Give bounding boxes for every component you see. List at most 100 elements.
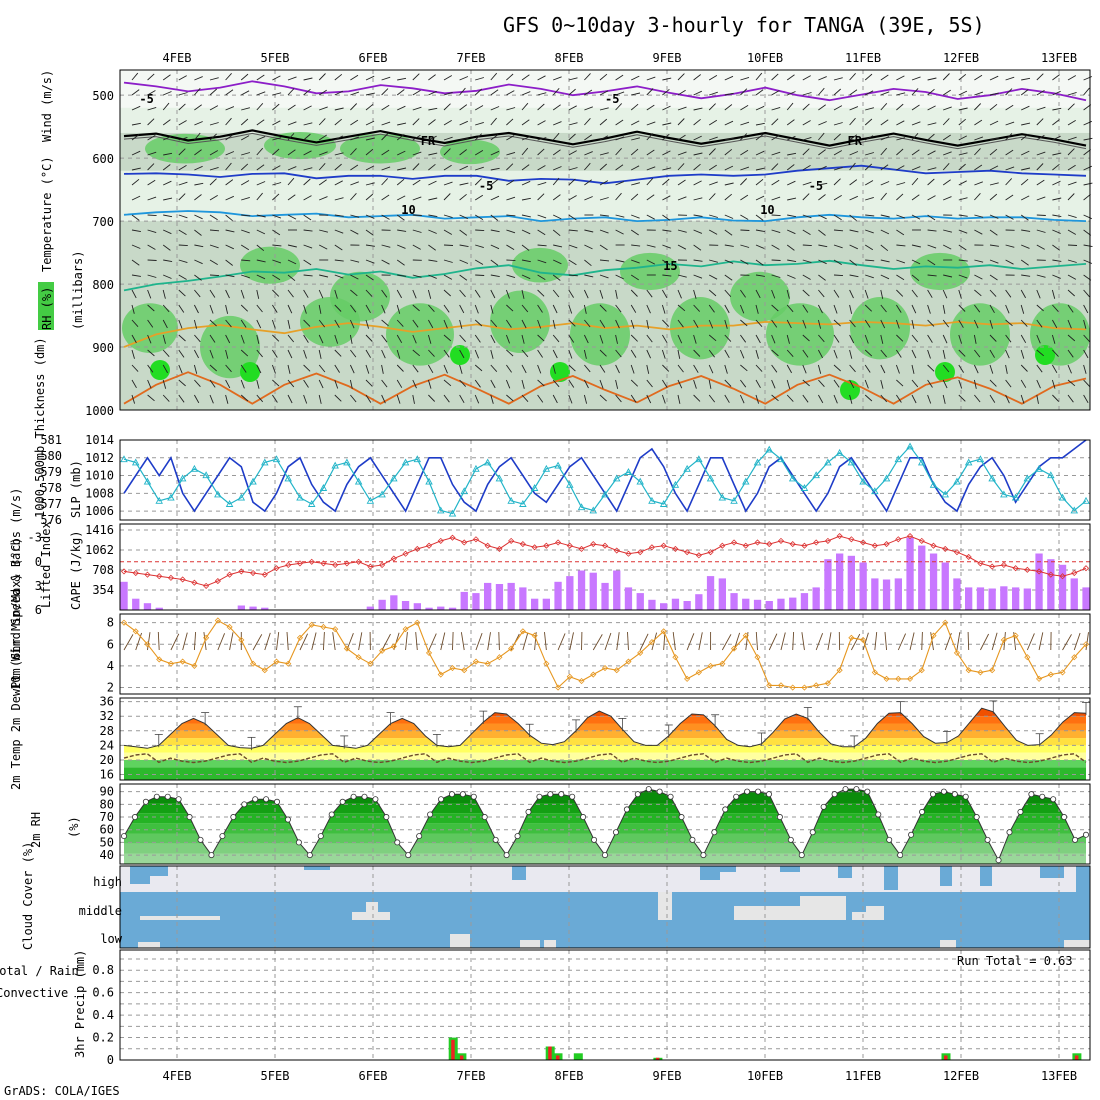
wind-barb bbox=[318, 364, 326, 373]
wind-barb bbox=[708, 229, 718, 235]
wind10-barb bbox=[801, 632, 805, 651]
wind-barb bbox=[475, 166, 484, 171]
wind-barb bbox=[693, 118, 701, 126]
cape-bar bbox=[706, 576, 715, 610]
wind-barb bbox=[1005, 214, 1014, 220]
wind-barb bbox=[864, 135, 874, 141]
thickness-marker bbox=[871, 487, 879, 495]
wind-barb bbox=[662, 334, 668, 343]
wind10-barb bbox=[299, 633, 309, 651]
wind-barb bbox=[225, 117, 232, 126]
wind-barb bbox=[599, 244, 608, 251]
rh-moist-patch bbox=[570, 303, 630, 366]
wind-barb bbox=[178, 165, 187, 171]
wind-barb bbox=[381, 88, 389, 96]
wind-barb bbox=[584, 274, 594, 278]
wind-barb bbox=[396, 334, 403, 344]
cape-bar bbox=[589, 572, 597, 610]
wind-barb bbox=[958, 274, 968, 279]
wind-barb bbox=[568, 244, 578, 249]
wind-barb bbox=[1036, 319, 1043, 328]
wind-barb bbox=[147, 73, 155, 81]
lifted-index-marker bbox=[836, 532, 843, 540]
wind-barb bbox=[661, 349, 666, 359]
wind-barb bbox=[864, 244, 874, 251]
cape-bar bbox=[554, 581, 562, 610]
cape-bar bbox=[542, 598, 550, 610]
wind-barb bbox=[693, 334, 697, 344]
wind-barb bbox=[864, 364, 871, 373]
lifted-index-marker bbox=[367, 563, 374, 570]
slp-line bbox=[123, 439, 1087, 513]
wind-barb bbox=[365, 75, 375, 81]
cape-ytick: 708 bbox=[92, 563, 114, 577]
wind-barb bbox=[490, 379, 496, 389]
wind-barb bbox=[1083, 334, 1090, 343]
wind10-barb bbox=[544, 632, 547, 651]
isotherm-line bbox=[123, 371, 1087, 405]
wind-barb bbox=[474, 150, 484, 156]
wind-barb bbox=[973, 319, 979, 329]
wind-barb bbox=[896, 289, 904, 297]
cape-bar bbox=[1035, 553, 1043, 610]
wind-barb bbox=[318, 379, 324, 389]
wind-barb bbox=[163, 152, 173, 156]
wind-barb bbox=[428, 364, 434, 374]
wind-barb bbox=[662, 244, 671, 249]
wind-barb bbox=[677, 349, 681, 359]
wind-barb bbox=[662, 379, 668, 388]
rh-ytick: 90 bbox=[100, 785, 114, 799]
lifted-index-marker bbox=[613, 547, 620, 554]
wind-barb bbox=[318, 319, 326, 328]
thickness-ytick: 579 bbox=[40, 465, 62, 479]
wind10-barb bbox=[792, 631, 795, 651]
wind-barb bbox=[739, 349, 745, 359]
rh-marker bbox=[186, 814, 193, 821]
wind-barb bbox=[646, 104, 655, 111]
wind-barb bbox=[272, 75, 281, 81]
wind-barb bbox=[880, 164, 889, 171]
wind-barb bbox=[631, 259, 640, 264]
wind-barb bbox=[1052, 274, 1061, 279]
rh-ytick: 70 bbox=[100, 810, 114, 824]
wind-barb bbox=[943, 106, 952, 111]
rh-marker bbox=[908, 831, 915, 838]
isotherm-line bbox=[123, 259, 1087, 292]
rh-marker bbox=[744, 788, 751, 795]
wind-barb bbox=[240, 319, 247, 328]
wind-barb bbox=[942, 334, 948, 344]
wind-barb bbox=[131, 89, 140, 96]
top-date-label: 6FEB bbox=[359, 51, 388, 65]
wind-barb bbox=[303, 122, 313, 126]
wind-barb bbox=[256, 164, 265, 171]
wind-barb bbox=[786, 334, 790, 344]
wind-barb bbox=[521, 164, 530, 171]
profile-ylabels: RH (%) Temperature (°C) Wind (m/s) (mill… bbox=[38, 70, 85, 330]
wind-barb bbox=[287, 379, 295, 388]
wind-barb bbox=[365, 193, 374, 201]
wind-barb bbox=[412, 244, 421, 250]
wind10-barb bbox=[592, 634, 603, 651]
wind-barb bbox=[459, 182, 469, 186]
wind10-barb bbox=[616, 632, 620, 651]
wind-barb bbox=[896, 304, 902, 313]
wind-barb bbox=[272, 394, 278, 403]
wind-barb bbox=[427, 379, 432, 389]
wind-barb bbox=[537, 165, 546, 171]
wind-barb bbox=[677, 118, 685, 126]
wind-barb bbox=[942, 179, 951, 186]
cloud-middle-label: middle bbox=[79, 904, 122, 918]
wind-barb bbox=[350, 103, 358, 111]
wind-barb bbox=[911, 379, 919, 388]
wind-barb bbox=[880, 259, 890, 263]
wind-barb bbox=[599, 180, 609, 186]
cape-bar bbox=[695, 594, 703, 610]
wind-barb bbox=[381, 194, 390, 201]
wind-barb bbox=[194, 149, 202, 156]
wind-barb bbox=[194, 274, 202, 281]
wind-barb bbox=[817, 319, 822, 329]
wind-barb bbox=[740, 133, 748, 141]
wind-barb bbox=[443, 334, 452, 342]
wind-barb bbox=[833, 105, 843, 111]
wind-barb bbox=[693, 229, 703, 234]
